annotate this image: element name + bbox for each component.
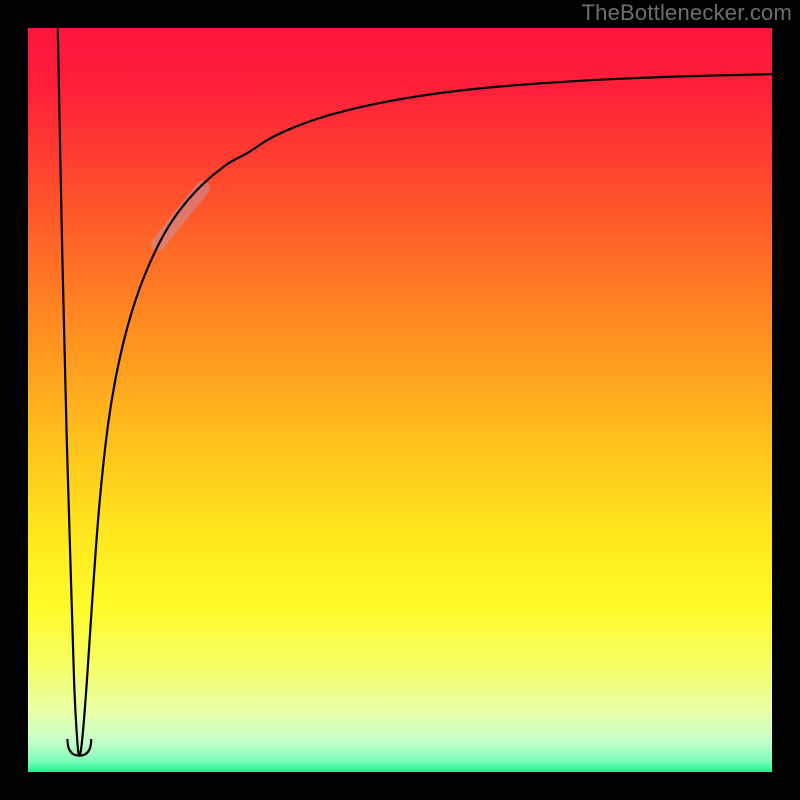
plot-area [28,28,772,772]
gradient-background [28,28,772,772]
plot-svg [28,28,772,772]
watermark-text: TheBottlenecker.com [582,0,792,26]
bottleneck-chart: TheBottlenecker.com [0,0,800,800]
